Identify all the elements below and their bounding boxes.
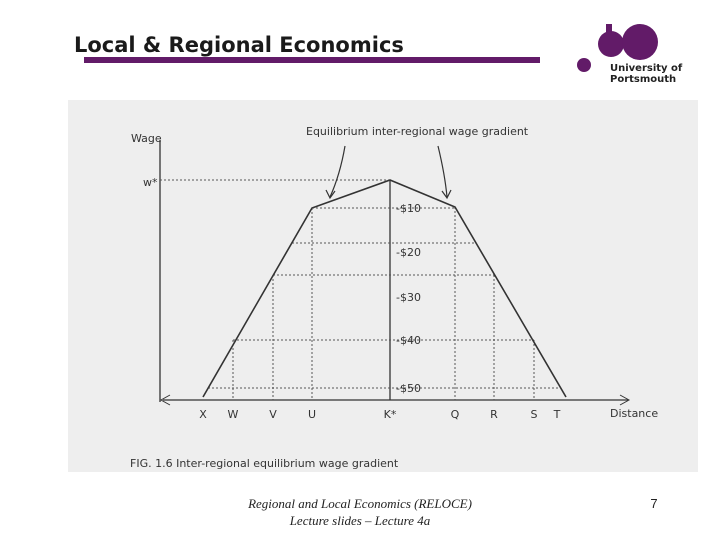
wage-label: -$10 [396, 202, 421, 215]
wage-label: -$30 [396, 291, 421, 304]
figure: Wage w* Equilibrium inter-regional wage … [68, 100, 698, 472]
x-label: W [228, 408, 239, 421]
wage-label: -$20 [396, 246, 421, 259]
y-axis-label: Wage [131, 132, 162, 145]
title-underline [84, 57, 540, 63]
x-label: R [490, 408, 498, 421]
x-label: X [199, 408, 207, 421]
figure-background [68, 100, 698, 472]
figure-caption: FIG. 1.6 Inter-regional equilibrium wage… [130, 457, 399, 470]
wage-gradient [202, 179, 567, 398]
annotation-arrows [329, 145, 448, 198]
logo: University of Portsmouth [577, 24, 683, 85]
slide-title: Local & Regional Economics [74, 33, 404, 57]
x-label: S [531, 408, 538, 421]
page-number: 7 [650, 496, 657, 511]
x-label: K* [384, 408, 397, 421]
x-label: T [553, 408, 561, 421]
x-label: V [269, 408, 277, 421]
wage-label: -$40 [396, 334, 421, 347]
logo-text: Portsmouth [610, 74, 676, 85]
footer-text: Lecture slides – Lecture 4a [289, 513, 431, 528]
logo-text: University of [610, 63, 683, 74]
x-label: U [308, 408, 316, 421]
w-star-label: w* [143, 176, 158, 189]
dotted-guides [160, 179, 560, 400]
x-label: Q [451, 408, 460, 421]
x-axis-label: Distance [610, 407, 658, 420]
axis-arrows [159, 394, 631, 406]
wage-label: -$50 [396, 382, 421, 395]
arrow-heads [325, 189, 452, 200]
footer-text: Regional and Local Economics (RELOCE) [247, 496, 472, 511]
annotation: Equilibrium inter-regional wage gradient [306, 125, 529, 138]
